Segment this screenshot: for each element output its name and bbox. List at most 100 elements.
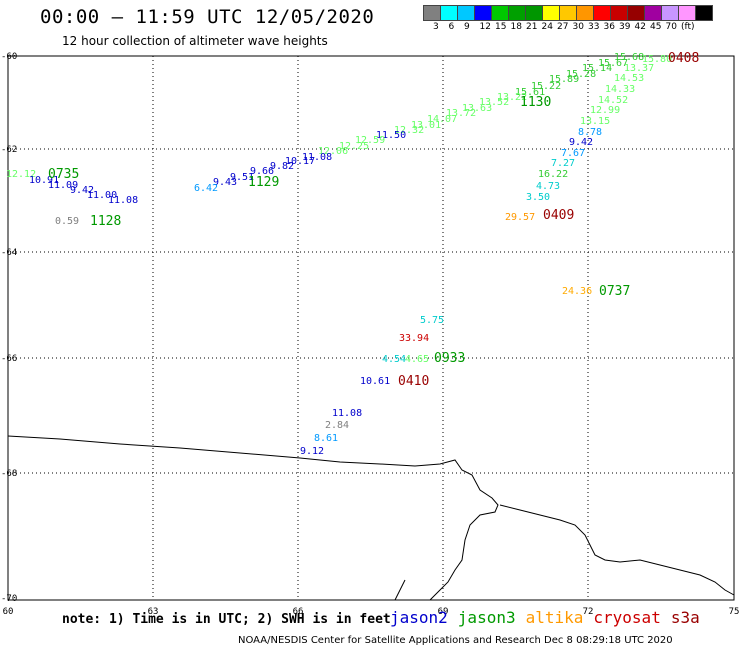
wave-height-value: 3.50 xyxy=(526,192,550,203)
latitude-label: -62 xyxy=(1,145,17,155)
color-scale-label: 45 xyxy=(650,22,662,32)
wave-height-value: 10.61 xyxy=(360,376,390,387)
wave-height-value: 7.27 xyxy=(551,158,575,169)
credit-line: NOAA/NESDIS Center for Satellite Applica… xyxy=(238,635,673,646)
color-scale-label: 24 xyxy=(541,22,553,32)
wave-height-value: 4.65 xyxy=(405,354,429,365)
color-scale-label: 12 xyxy=(479,22,491,32)
wave-height-value: 10.91 xyxy=(29,175,59,186)
wave-height-value: 11.08 xyxy=(108,195,138,206)
pass-time-label: 1128 xyxy=(90,214,121,229)
latitude-label: -68 xyxy=(1,469,17,479)
wave-height-value: 12.32 xyxy=(394,125,424,136)
wave-height-value: 2.84 xyxy=(325,420,349,431)
satellite-legend: jason2 jason3 altika cryosat s3a xyxy=(390,608,710,627)
coastline xyxy=(7,435,735,601)
pass-time-label: 1130 xyxy=(520,95,551,110)
wave-height-value: 13.52 xyxy=(479,97,509,108)
longitude-label: 72 xyxy=(583,607,594,617)
satellite-legend-item: s3a xyxy=(670,608,700,627)
wave-height-value: 33.94 xyxy=(399,333,429,344)
color-scale-legend xyxy=(423,5,713,21)
pass-time-label: 1129 xyxy=(248,175,279,190)
pass-time-label: 0408 xyxy=(668,51,699,66)
satellite-legend-item: jason3 xyxy=(457,608,516,627)
wave-height-value: 14.52 xyxy=(598,95,628,106)
wave-height-value: 8.78 xyxy=(578,127,602,138)
color-swatch xyxy=(695,5,713,21)
wave-height-value: 13.01 xyxy=(411,120,441,131)
pass-time-label: 0409 xyxy=(543,208,574,223)
wave-height-value: 8.61 xyxy=(314,433,338,444)
wave-height-value: 14.33 xyxy=(605,84,635,95)
wave-height-value: 12.99 xyxy=(590,105,620,116)
wave-height-value: 11.08 xyxy=(332,408,362,419)
wave-height-value: 15.14 xyxy=(582,63,612,74)
map-title: 00:00 – 11:59 UTC 12/05/2020 xyxy=(40,6,375,28)
wave-height-value: 14.53 xyxy=(614,73,644,84)
wave-height-value: 12.59 xyxy=(355,135,385,146)
latitude-label: -66 xyxy=(1,354,17,364)
wave-height-value: 6.42 xyxy=(194,183,218,194)
wave-height-value: 15.89 xyxy=(549,74,579,85)
satellite-legend-item: cryosat xyxy=(593,608,661,627)
color-scale-label: 39 xyxy=(619,22,631,32)
color-scale-labels: 3 6 9 12 15 18 21 24 27 30 33 36 39 42 45 70 (ft) xyxy=(423,22,740,36)
latitude-label: -60 xyxy=(1,52,17,62)
satellite-legend-item: jason2 xyxy=(390,608,448,627)
wave-height-value: 7.67 xyxy=(561,148,585,159)
wave-height-value: 9.12 xyxy=(300,446,324,457)
wave-height-value: 4.54 xyxy=(382,354,406,365)
color-scale-label: 21 xyxy=(526,22,538,32)
color-scale-label: 30 xyxy=(572,22,584,32)
pass-time-labels: 0408 1130 0735 1129 1128 0409 0737 0933 0410 xyxy=(48,51,699,389)
wave-height-value: 9.51 xyxy=(230,172,254,183)
satellite-legend-item: altika xyxy=(525,608,584,627)
wave-height-value: 12.12 xyxy=(6,169,36,180)
color-scale-label: 33 xyxy=(588,22,600,32)
color-scale-label: 3 xyxy=(433,22,439,32)
wave-height-value: 9.42 xyxy=(569,137,593,148)
longitude-label: 69 xyxy=(438,607,449,617)
wave-height-value: 4.73 xyxy=(536,181,560,192)
color-scale-label: 70 xyxy=(665,22,677,32)
wave-height-value: 9.43 xyxy=(213,177,237,188)
longitude-label: 66 xyxy=(293,607,304,617)
wave-height-value: 15.80 xyxy=(642,54,672,65)
wave-height-value: 13.15 xyxy=(580,116,610,127)
wave-height-value: 24.36 xyxy=(562,286,592,297)
note-text: note: 1) Time is in UTC; 2) SWH is in fe… xyxy=(62,612,391,627)
color-scale-label: 9 xyxy=(464,22,470,32)
pass-time-label: 0735 xyxy=(48,167,79,182)
color-scale-label: 42 xyxy=(634,22,646,32)
longitude-label: 60 xyxy=(3,607,14,617)
wave-height-value: 12.06 xyxy=(318,146,348,157)
wave-height-value: 5.75 xyxy=(420,315,444,326)
wave-height-value: 11.00 xyxy=(87,190,117,201)
map-subtitle: 12 hour collection of altimeter wave hei… xyxy=(62,34,328,48)
wave-height-value: 14.07 xyxy=(427,114,457,125)
color-scale-label: 6 xyxy=(448,22,455,32)
graticule xyxy=(8,56,734,600)
wave-height-value: 11.08 xyxy=(302,152,332,163)
latitude-labels: -60 -62 -64 -66 -68 -70 xyxy=(1,52,17,604)
wave-height-value: 13.72 xyxy=(446,108,476,119)
color-scale-label: 27 xyxy=(557,22,569,32)
wave-height-value: 16.22 xyxy=(538,169,568,180)
map-frame xyxy=(7,55,735,601)
wave-height-value: 9.42 xyxy=(70,185,94,196)
longitude-label: 75 xyxy=(729,607,740,617)
pass-time-label: 0737 xyxy=(599,284,630,299)
wave-height-value: 12.25 xyxy=(339,141,369,152)
color-scale-label: 18 xyxy=(510,22,522,32)
wave-height-value: 15.61 xyxy=(515,87,545,98)
wave-height-value: 9.66 xyxy=(250,166,274,177)
wave-height-value: 11.50 xyxy=(376,130,406,141)
color-scale-label: (ft) xyxy=(681,22,695,32)
wave-height-value: 15.22 xyxy=(531,81,561,92)
wave-height-value: 29.57 xyxy=(505,212,535,223)
wave-height-value: 11.09 xyxy=(48,180,78,191)
